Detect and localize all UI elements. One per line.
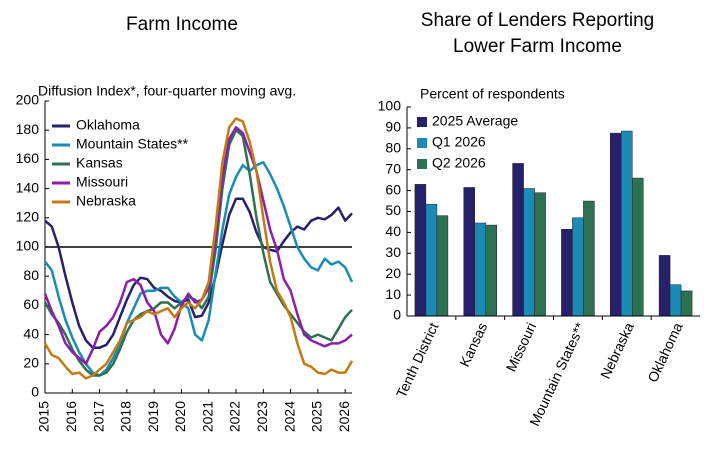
legend-label: Nebraska	[76, 193, 136, 209]
bar	[583, 200, 595, 317]
x-tick-label: Tenth District	[393, 320, 442, 400]
x-tick-label: 2015	[36, 401, 52, 432]
y-tick-label: 160	[16, 150, 40, 166]
legend-label: Q1 2026	[432, 134, 486, 150]
chart-title: Farm Income	[126, 14, 238, 35]
y-tick-label: 0	[393, 307, 401, 323]
y-tick-label: 50	[385, 202, 401, 218]
bar	[632, 177, 644, 317]
y-tick-label: 140	[16, 179, 40, 195]
x-tick-label: 2024	[281, 401, 297, 432]
x-tick-label: 2026	[336, 401, 352, 432]
y-tick-label: 20	[23, 355, 39, 371]
bar	[658, 255, 671, 317]
bar	[436, 215, 449, 317]
y-tick-label: 100	[16, 238, 40, 254]
chart-subtitle: Diffusion Index*, four-quarter moving av…	[38, 83, 296, 99]
y-tick-label: 40	[385, 223, 401, 239]
x-tick-label: Missouri	[503, 320, 540, 374]
line-series	[44, 197, 353, 349]
legend-label: Kansas	[76, 155, 123, 171]
x-tick-label: 2017	[90, 401, 106, 432]
bar	[414, 184, 427, 317]
bar	[474, 222, 486, 317]
chart-subtitle: Percent of respondents	[420, 86, 565, 102]
legend-swatch	[417, 138, 427, 148]
x-tick-label: 2019	[145, 401, 161, 432]
y-tick-label: 0	[31, 384, 39, 400]
x-tick-label: Mountain States**	[526, 320, 588, 429]
bar	[523, 188, 535, 317]
x-tick-label: 2016	[63, 401, 79, 432]
y-tick-label: 120	[16, 209, 40, 225]
y-tick-label: 200	[16, 92, 40, 108]
y-tick-label: 20	[385, 265, 401, 281]
y-tick-label: 100	[378, 98, 402, 114]
bar	[512, 163, 524, 317]
y-tick-label: 90	[385, 119, 401, 135]
legend-swatch	[417, 159, 427, 169]
bar	[463, 187, 475, 317]
x-tick-label: Nebraska	[597, 320, 637, 381]
chart-title: Share of Lenders Reporting Lower Farm In…	[420, 10, 655, 57]
x-tick-label: 2021	[199, 401, 215, 432]
bar	[610, 132, 622, 317]
x-tick-label: 2023	[254, 401, 270, 432]
legend-label: Mountain States**	[76, 136, 189, 152]
legend-label: Oklahoma	[76, 117, 140, 133]
x-tick-label: Oklahoma	[644, 320, 686, 385]
bar	[425, 203, 438, 317]
legend-label: Missouri	[76, 174, 128, 190]
legend-label: 2025 Average	[432, 113, 518, 129]
bar	[534, 192, 546, 317]
x-tick-label: 2025	[309, 401, 325, 432]
bar	[621, 130, 633, 317]
y-tick-label: 40	[23, 325, 39, 341]
legend-label: Q2 2026	[432, 155, 486, 171]
bar	[669, 284, 682, 317]
y-tick-label: 70	[385, 160, 401, 176]
y-tick-label: 60	[23, 296, 39, 312]
legend-swatch	[417, 117, 427, 127]
y-tick-label: 60	[385, 181, 401, 197]
x-tick-label: 2020	[172, 401, 188, 432]
bar	[561, 229, 573, 317]
bar	[485, 224, 497, 317]
y-tick-label: 180	[16, 121, 40, 137]
y-tick-label: 80	[23, 267, 39, 283]
bar	[572, 217, 584, 317]
y-tick-label: 80	[385, 140, 401, 156]
y-tick-label: 10	[385, 286, 401, 302]
x-tick-label: Kansas	[456, 320, 490, 369]
x-tick-label: 2018	[118, 401, 134, 432]
y-tick-label: 30	[385, 244, 401, 260]
x-tick-label: 2022	[227, 401, 243, 432]
line-series	[43, 126, 353, 366]
bar	[680, 290, 693, 317]
line-series	[43, 117, 354, 380]
